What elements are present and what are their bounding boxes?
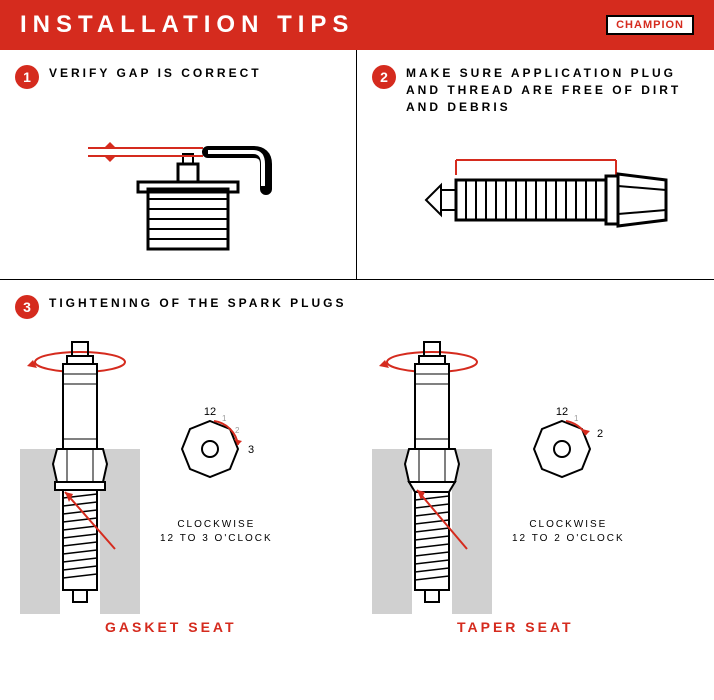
svg-text:12: 12 [556,406,568,418]
gasket-seat-col: 12 1 2 3 CLOCKWISE12 TO 3 O'CLOCK [15,334,347,614]
thread-diagram [386,130,686,270]
dial-3: 3 [248,444,254,456]
step-1-text: Verify gap is correct [49,65,262,82]
step-1-badge: 1 [15,65,39,89]
taper-seat-label: TAPER SEAT [357,619,699,635]
gap-diagram [48,104,308,254]
taper-dial: 12 1 2 [512,403,612,513]
taper-clockwise-label: CLOCKWISE12 TO 2 O'CLOCK [512,518,625,546]
step-3-badge: 3 [15,295,39,319]
gasket-dial: 12 1 2 3 [160,403,260,513]
step-1-panel: 1 Verify gap is correct [0,50,357,279]
taper-plug-diagram [367,334,497,614]
step-2-badge: 2 [372,65,396,89]
svg-text:2: 2 [235,426,240,435]
taper-seat-col: 12 1 2 CLOCKWISE12 TO 2 O'CLOCK [367,334,699,614]
svg-text:1: 1 [574,414,579,423]
top-panels: 1 Verify gap is correct [0,50,714,280]
step-2-panel: 2 Make sure application plug and thread … [357,50,714,279]
champion-logo: CHAMPION [606,15,694,35]
gasket-plug-diagram [15,334,145,614]
dial-2: 2 [597,428,603,440]
step-3-panel: 3 Tightening of the spark plugs [0,280,714,650]
step-3-text: Tightening of the spark plugs [49,295,346,312]
gasket-clockwise-label: CLOCKWISE12 TO 3 O'CLOCK [160,518,273,546]
gasket-seat-label: GASKET SEAT [15,619,357,635]
page-title: INSTALLATION TIPS [20,11,354,39]
header-bar: INSTALLATION TIPS CHAMPION [0,0,714,50]
step-2-text: Make sure application plug and thread ar… [406,65,699,115]
svg-text:1: 1 [222,414,227,423]
dial-12: 12 [204,406,216,418]
